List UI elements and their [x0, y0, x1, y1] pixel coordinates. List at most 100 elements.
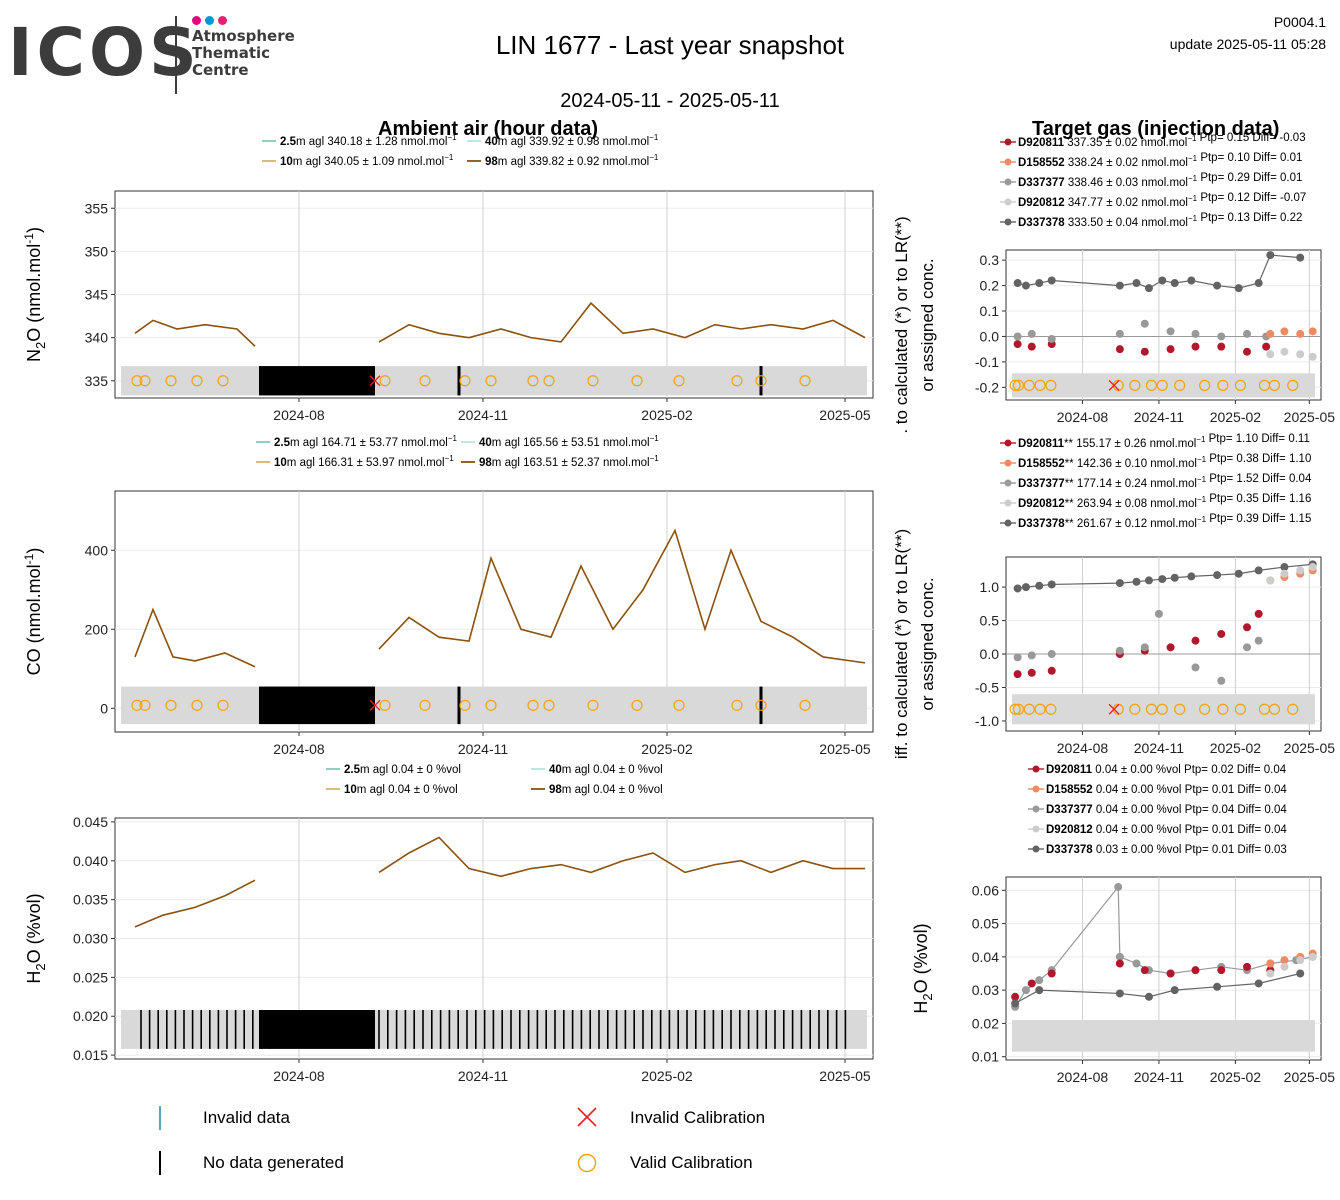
logo-dot-magenta: [218, 16, 227, 25]
valid-calibration-marker: [673, 375, 685, 387]
co_target-chart: -1.0 -0.5 0.0 0.5 1.0 2024-08 2024-11 2025-02 20…: [892, 433, 1335, 759]
point-D337378: [1011, 999, 1020, 1008]
valid-calibration-marker: [1234, 379, 1246, 391]
point-D337378: [1234, 284, 1243, 293]
point-D337378: [1115, 281, 1124, 290]
x-tick-label: 2024-08: [273, 741, 325, 757]
valid-calibration-marker: [131, 699, 143, 711]
y-tick-label: 0.06: [972, 882, 999, 898]
point-D920811: [1013, 670, 1022, 679]
point-D337377: [1191, 329, 1200, 338]
point-D920811: [1217, 966, 1226, 975]
point-D920811: [1217, 629, 1226, 638]
point-D920811: [1013, 340, 1022, 349]
logo-text: ICOS: [8, 14, 201, 91]
series-line-D337378: [1017, 563, 1313, 590]
point-D337378: [1187, 572, 1196, 581]
point-D920812: [1280, 962, 1289, 971]
valid-calibration-marker: [419, 699, 431, 711]
legend-entry: 40m agl 0.04 ± 0 %vol: [549, 764, 663, 776]
h2o_ambient-chart: 0.015 0.020 0.025 0.030 0.035 0.040 0.045 2024-…: [24, 764, 874, 1084]
no-data-block: [259, 1010, 375, 1049]
valid-calibration-marker: [1234, 703, 1246, 715]
y-tick-label: 0.0: [980, 328, 1000, 344]
x-tick-label: 2024-08: [1057, 740, 1109, 756]
point-D337377: [1217, 962, 1226, 971]
valid-calibration-marker: [1174, 379, 1186, 391]
plot-panel: [114, 817, 874, 1060]
y-tick-label: 0.1: [980, 303, 1000, 319]
y-tick-label: 0.3: [980, 252, 1000, 268]
point-D920811: [1217, 342, 1226, 351]
valid-calibration-marker: [1217, 379, 1229, 391]
calibration-band: [1012, 373, 1315, 398]
valid-calibration-marker: [1034, 379, 1046, 391]
point-D337378: [1213, 281, 1222, 290]
valid-calibration-marker: [1045, 379, 1057, 391]
valid-calibration-marker: [1129, 703, 1141, 715]
point-D337377: [1140, 643, 1149, 652]
valid-calibration-marker: [485, 375, 497, 387]
y-tick-label: 0.5: [980, 613, 1000, 629]
legend-entry: 10m agl 0.04 ± 0 %vol: [344, 784, 458, 796]
legend-entry: 98m agl 163.51 ± 52.37 nmol.mol−1: [479, 454, 659, 469]
no-data-label: No data generated: [203, 1153, 344, 1172]
invalid-data-label: Invalid data: [203, 1108, 290, 1127]
point-D337377: [1243, 329, 1252, 338]
point-D920812: [1296, 956, 1305, 965]
valid-calibration-marker: [1145, 379, 1158, 391]
x-tick-label: 2025-02: [641, 1068, 693, 1084]
x-tick-label: 2025-05: [1284, 1069, 1336, 1085]
logo-dot-pink: [192, 16, 201, 25]
legend-point: [1032, 765, 1040, 773]
y-tick-label: 0.045: [73, 814, 108, 830]
x-tick-label: 2024-08: [273, 407, 325, 423]
series-line-D337378: [1017, 254, 1301, 289]
point-D337378: [1021, 583, 1030, 592]
point-D337378: [1132, 279, 1141, 288]
legend-entry: D337377 0.04 ± 0.00 %vol Ptp= 0.04 Diff=…: [1046, 804, 1287, 816]
x-tick-label: 2025-05: [819, 407, 871, 423]
series-line-98-0: [134, 879, 256, 928]
point-D158552: [1266, 576, 1275, 585]
legend-entry: D920812 347.77 ± 0.02 nmol.mol−1 Ptp= 0.…: [1018, 192, 1306, 209]
valid-calibration-marker: [1045, 703, 1057, 715]
point-D337378: [1115, 579, 1124, 588]
legend-point: [1032, 845, 1040, 853]
y-tick-label: -0.2: [975, 379, 999, 395]
ambient-heading: Ambient air (hour data): [378, 118, 599, 140]
point-D337378: [1266, 251, 1275, 260]
plot-panel: [1005, 876, 1322, 1061]
y-tick-label: 0.04: [972, 949, 999, 965]
y-axis-label: N2O (nmol.mol-1): [22, 227, 48, 362]
valid-calibration-marker: [1199, 703, 1211, 715]
legend-point: [1004, 519, 1012, 527]
point-D337377: [1308, 952, 1317, 961]
x-tick-label: 2025-02: [1210, 409, 1262, 425]
legend-point: [1032, 785, 1040, 793]
x-tick-label: 2025-02: [641, 407, 693, 423]
point-D920812: [1308, 563, 1317, 572]
valid-calibration-marker: [631, 375, 643, 387]
page-title: LIN 1677 - Last year snapshot: [495, 30, 845, 60]
y-tick-label: 335: [85, 373, 109, 389]
point-D337377: [1154, 609, 1163, 618]
valid-calibration-marker: [731, 375, 743, 387]
valid-calibration-marker: [755, 375, 767, 387]
point-D337378: [1296, 253, 1305, 262]
x-tick-label: 2024-11: [458, 407, 509, 423]
legend-entry: 10m agl 166.31 ± 53.97 nmol.mol−1: [274, 454, 454, 469]
point-D337378: [1296, 969, 1305, 978]
logo-divider: [175, 16, 177, 94]
co_ambient-chart: 0 200 400 2024-08 2024-11 2025-02 2025-05 CO (n…: [22, 434, 874, 757]
point-D337377: [1166, 969, 1175, 978]
no-data-symbol: [159, 1151, 161, 1175]
period-label: 2024-05-11 - 2025-05-11: [560, 90, 780, 112]
point-D337377: [1243, 966, 1252, 975]
y-tick-label: 0.03: [972, 982, 999, 998]
point-D337377: [1254, 636, 1263, 645]
legend-point: [1032, 805, 1040, 813]
calibration-band: [1012, 694, 1315, 725]
valid-calibration-marker: [527, 375, 539, 387]
point-D337378: [1047, 276, 1056, 285]
